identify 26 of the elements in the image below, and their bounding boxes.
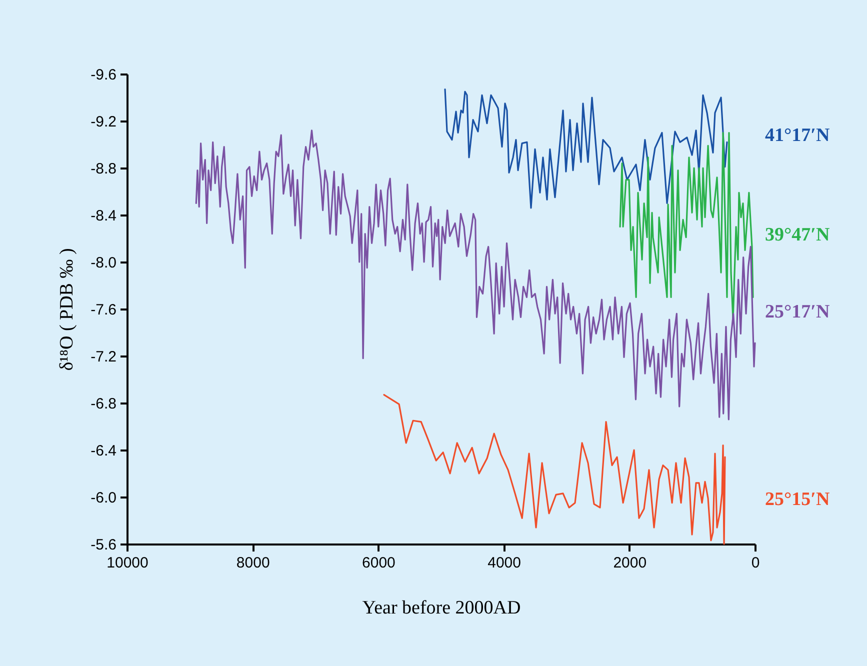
x-tick-label: 10000 — [106, 554, 148, 572]
y-tick-label: -6.0 — [90, 490, 116, 506]
y-tick-label: -7.2 — [90, 348, 116, 366]
line-series — [444, 88, 728, 209]
y-axis-title: δ¹⁸O ( PDB ‰ ) — [56, 248, 78, 371]
y-tick-label: -6.8 — [90, 396, 116, 412]
x-tick-label: 4000 — [488, 554, 521, 572]
x-tick-label: 2000 — [613, 554, 647, 572]
y-tick-label: -8.4 — [90, 208, 116, 224]
y-tick-label: -6.4 — [90, 442, 116, 460]
y-tick-label: -5.6 — [90, 536, 116, 554]
line-series — [195, 130, 756, 420]
x-tick-label: 0 — [751, 554, 760, 572]
y-tick-label: -7.6 — [90, 302, 116, 318]
x-tick-label: 6000 — [362, 554, 396, 572]
x-tick-label: 8000 — [236, 554, 270, 572]
series-label: 25°17′N — [765, 301, 830, 322]
text: 25°15′N — [765, 489, 830, 510]
line-series — [383, 394, 726, 545]
y-tick-label: -8.0 — [90, 254, 116, 272]
series-label: 39°47′N — [765, 224, 830, 246]
y-tick-label: -9.6 — [90, 66, 116, 84]
y-tick-label: -8.8 — [90, 160, 116, 178]
text: 41°17′N — [765, 124, 830, 146]
x-axis-title: Year before 2000AD — [362, 598, 521, 618]
y-tick-label: -9.2 — [90, 114, 116, 130]
